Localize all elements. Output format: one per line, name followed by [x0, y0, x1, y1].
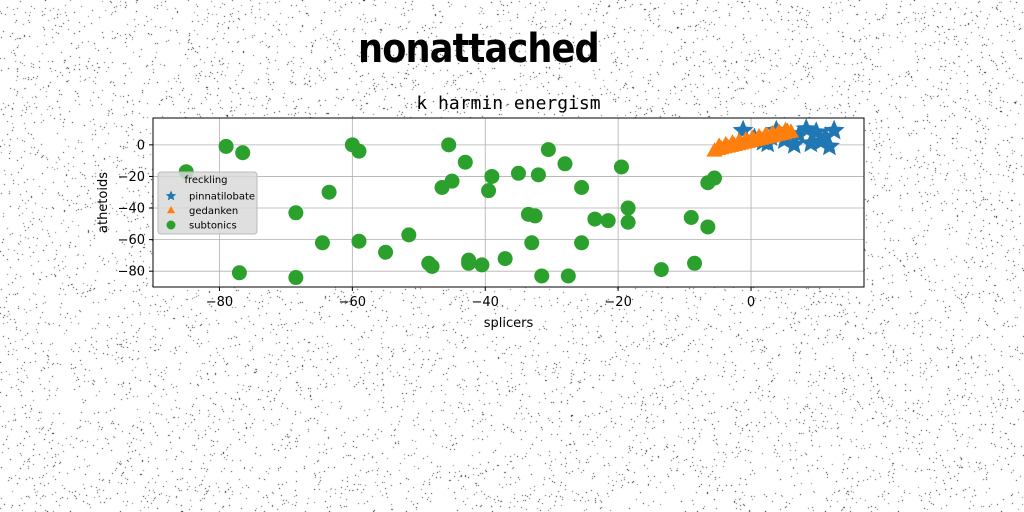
plot-frame [152, 117, 865, 288]
subtonics-point [484, 168, 500, 184]
x-tick-label: −80 [206, 295, 233, 310]
subtonics-point [314, 235, 330, 251]
subtonics-point [457, 154, 473, 170]
subtonics-point [378, 244, 394, 260]
subtonics-point [288, 270, 304, 286]
subtonics-point [510, 165, 526, 181]
subtonics-point [706, 170, 722, 186]
legend-box [157, 171, 258, 235]
series-subtonics [178, 137, 722, 286]
pinnatilobate-point [788, 124, 810, 145]
x-tick-label: −60 [339, 295, 366, 310]
subtonics-point [687, 255, 703, 271]
subtonics-point [560, 268, 576, 284]
subtonics-point [401, 227, 417, 243]
x-tick-label: −40 [472, 295, 499, 310]
subtonics-point [574, 235, 590, 251]
subtonics-point [653, 262, 669, 278]
y-tick-label: −60 [118, 233, 145, 248]
axis-ticks: −80 −60 −40 −20 0 0 −20 −40 −60 −80 [118, 138, 756, 310]
x-tick-label: 0 [747, 295, 755, 310]
legend-marker-gedanken [166, 206, 176, 214]
subtonics-point [444, 173, 460, 189]
y-axis-label: athetoids [96, 172, 111, 233]
subtonics-point [527, 208, 543, 224]
y-tick-label: −40 [118, 202, 145, 217]
subtonics-point [288, 205, 304, 221]
subtonics-point [534, 268, 550, 284]
subtonics-point [497, 251, 513, 267]
subtonics-point [481, 183, 497, 199]
subtonics-point [235, 145, 251, 161]
pinnatilobate-point [823, 119, 845, 140]
data-points [178, 118, 845, 286]
subtonics-point [557, 156, 573, 172]
legend: freckling pinnatilobate gedanken subtonics [157, 171, 258, 235]
chart-title: k harmin energism [416, 93, 600, 114]
subtonics-point [441, 137, 457, 153]
subtonics-point [231, 265, 247, 281]
series-gedanken [706, 121, 800, 157]
pinnatilobate-point [783, 133, 805, 154]
pinnatilobate-point [819, 135, 840, 156]
subtonics-point [620, 214, 636, 230]
subtonics-point [600, 213, 616, 229]
gedanken-point [777, 121, 794, 137]
subtonics-point [620, 200, 636, 216]
subtonics-point [540, 142, 556, 158]
subtonics-point [524, 235, 540, 251]
subtonics-point [613, 159, 629, 175]
subtonics-point [574, 179, 590, 195]
figure-suptitle: nonattached [358, 26, 600, 72]
subtonics-point [474, 257, 490, 273]
subtonics-point [321, 184, 337, 200]
subtonics-point [587, 211, 603, 227]
subtonics-point [700, 219, 716, 235]
subtonics-point [351, 233, 367, 249]
y-tick-label: −20 [118, 170, 145, 185]
legend-title: freckling [184, 175, 227, 186]
subtonics-point [683, 210, 699, 226]
legend-label-pinnatilobate: pinnatilobate [189, 192, 255, 203]
legend-label-subtonics: subtonics [189, 221, 237, 232]
subtonics-point [424, 258, 440, 274]
subtonics-point [530, 167, 546, 183]
legend-marker-pinnatilobate [165, 190, 177, 201]
legend-label-gedanken: gedanken [189, 206, 238, 217]
x-axis-label: splicers [484, 316, 534, 331]
subtonics-point [218, 138, 234, 154]
subtonics-point [461, 255, 477, 271]
x-tick-label: −20 [604, 295, 631, 310]
subtonics-point [351, 143, 367, 159]
legend-marker-subtonics [166, 220, 176, 230]
y-tick-label: 0 [137, 138, 145, 153]
y-tick-label: −80 [118, 265, 145, 280]
